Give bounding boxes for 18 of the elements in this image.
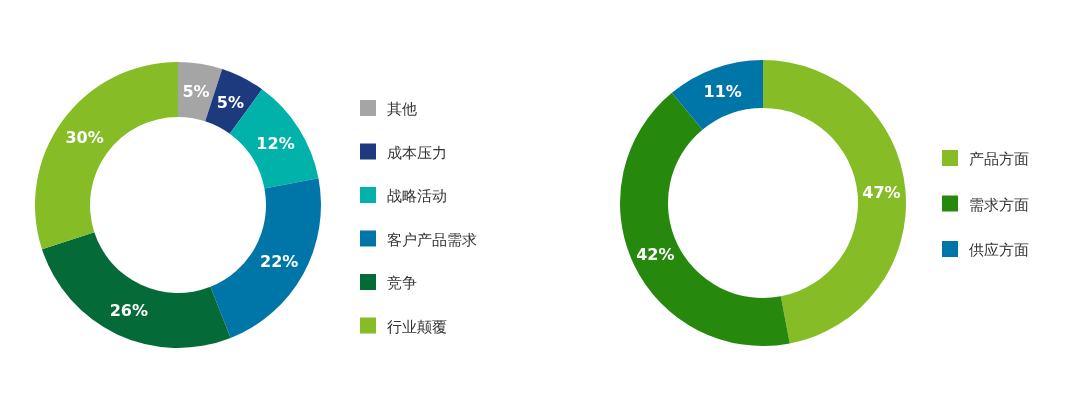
legend-label: 行业颠覆 [387, 317, 447, 336]
legend-label: 客户产品需求 [387, 230, 477, 249]
data-label: 12% [256, 134, 295, 154]
data-label: 30% [65, 128, 104, 148]
legend-label: 战略活动 [387, 187, 447, 205]
data-label: 42% [636, 244, 675, 264]
data-label: 5% [216, 93, 245, 113]
data-label: 26% [109, 300, 148, 320]
legend-label: 需求方面 [969, 195, 1029, 214]
legend-label: 成本压力 [387, 143, 447, 162]
legend-label: 其他 [387, 100, 417, 118]
data-label: 47% [862, 182, 901, 202]
data-label: 5% [182, 81, 210, 101]
data-label: 22% [260, 251, 299, 271]
data-label: 11% [703, 82, 742, 102]
legend-label: 竞争 [387, 274, 417, 292]
legend-label: 产品方面 [969, 150, 1029, 168]
legend-label: 供应方面 [969, 241, 1029, 259]
